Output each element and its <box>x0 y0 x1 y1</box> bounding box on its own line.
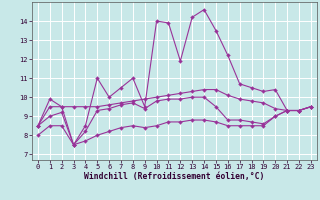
X-axis label: Windchill (Refroidissement éolien,°C): Windchill (Refroidissement éolien,°C) <box>84 172 265 181</box>
